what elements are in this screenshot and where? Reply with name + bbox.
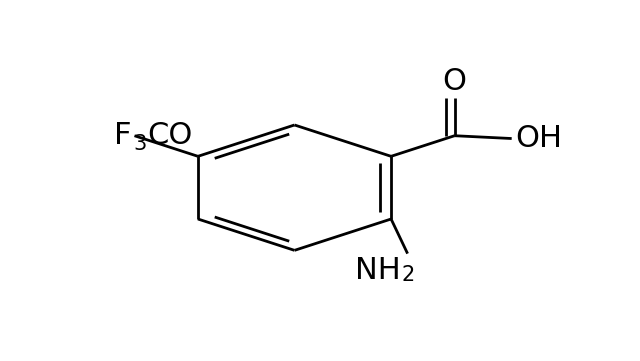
Text: NH: NH bbox=[355, 256, 401, 286]
Text: 2: 2 bbox=[402, 265, 415, 286]
Text: OH: OH bbox=[515, 124, 562, 153]
Text: F: F bbox=[114, 121, 131, 150]
Text: 3: 3 bbox=[133, 134, 147, 153]
Text: O: O bbox=[442, 67, 467, 96]
Text: CO: CO bbox=[147, 121, 193, 150]
